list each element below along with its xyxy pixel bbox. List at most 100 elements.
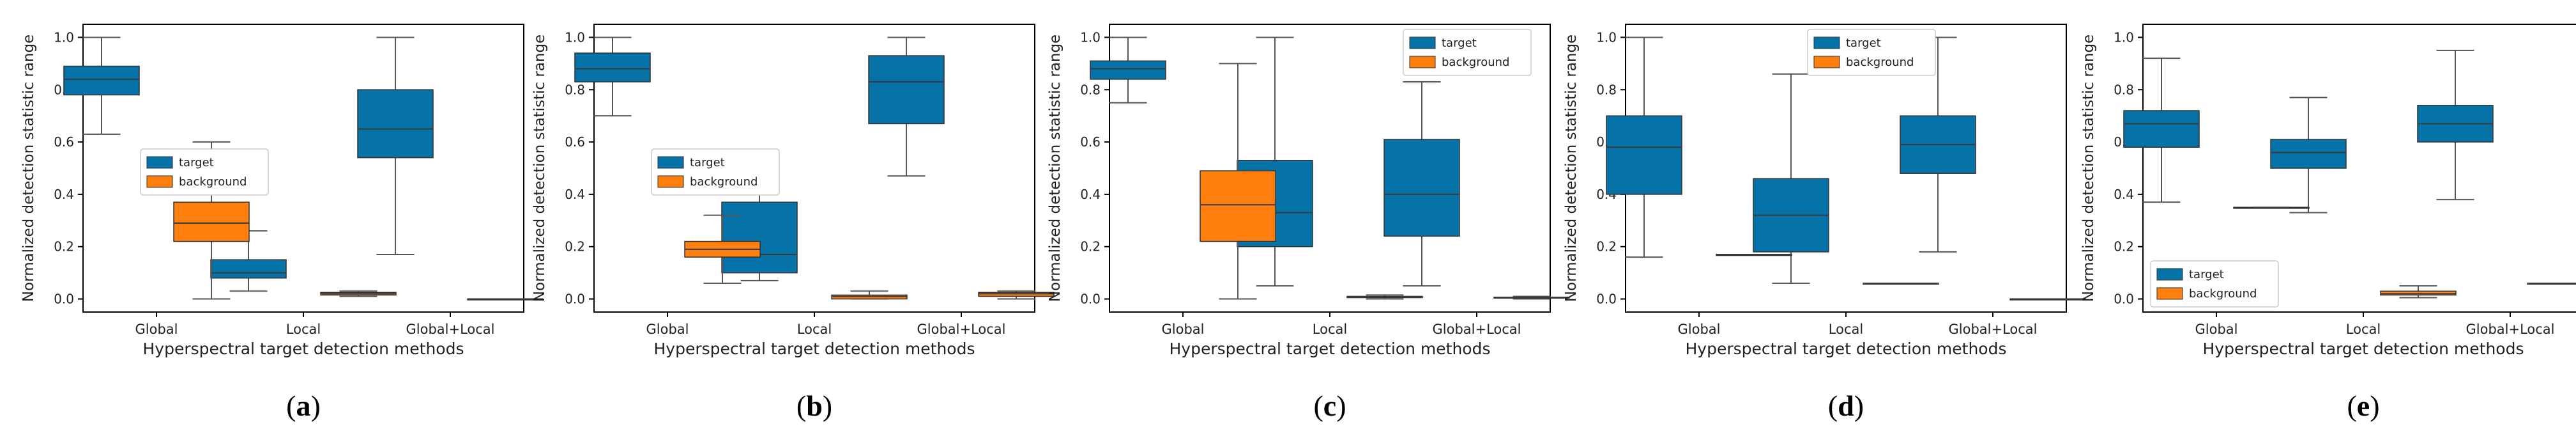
legend-label-background: background bbox=[690, 175, 758, 189]
background-box-1 bbox=[2380, 285, 2457, 299]
y-tick-label: 0.0 bbox=[54, 292, 74, 307]
x-tick-label: Local bbox=[286, 322, 321, 337]
background-box-1 bbox=[1346, 294, 1423, 300]
y-tick-label: 0.8 bbox=[2114, 82, 2134, 97]
target-box-1 bbox=[1753, 73, 1829, 284]
legend: target background bbox=[2150, 260, 2279, 308]
background-box-0 bbox=[684, 214, 761, 284]
legend: target background bbox=[1403, 29, 1532, 76]
chart-panel-b: 0.0 0.2 0.4 0.6 0.8 1.0 Normalized detection s… bbox=[531, 24, 1055, 422]
background-box-2 bbox=[978, 290, 1055, 300]
chart-panel-c: 0.0 0.2 0.4 0.6 0.8 1.0 Normalized detection s… bbox=[1047, 24, 1570, 422]
background-box-1 bbox=[320, 290, 397, 297]
y-tick-label: 0.2 bbox=[2114, 239, 2134, 254]
legend: target background bbox=[140, 148, 269, 196]
panel-caption-letter: c bbox=[1323, 389, 1336, 422]
legend-swatch-background bbox=[2156, 287, 2183, 300]
y-tick-label: 0.8 bbox=[1080, 82, 1101, 97]
y-tick-label: 0.0 bbox=[2114, 292, 2134, 307]
iqr-box bbox=[63, 65, 140, 96]
y-axis-label: Normalized detection statistic range bbox=[2080, 35, 2097, 302]
legend-label-background: background bbox=[1846, 56, 1914, 69]
x-tick-label: Global+Local bbox=[1432, 322, 1521, 337]
iqr-box bbox=[210, 259, 287, 279]
y-tick-label: 0.2 bbox=[565, 239, 585, 254]
y-tick-label: 0.0 bbox=[565, 292, 585, 307]
panel-caption: (c) bbox=[1313, 389, 1346, 422]
x-tick-label: Global bbox=[1162, 322, 1205, 337]
target-box-0 bbox=[63, 36, 140, 135]
y-tick-label: 1.0 bbox=[1596, 29, 1617, 45]
x-axis-label: Hyperspectral target detection methods bbox=[1686, 340, 2007, 358]
background-box-0 bbox=[1200, 63, 1276, 300]
y-tick-label: 0.4 bbox=[1080, 187, 1101, 202]
target-box-2 bbox=[1900, 36, 1976, 253]
background-box-2 bbox=[2009, 298, 2086, 301]
legend-label-target: target bbox=[179, 156, 214, 169]
legend-swatch-target bbox=[146, 156, 173, 169]
y-axis-label: Normalized detection statistic range bbox=[1047, 35, 1063, 302]
x-tick-label: Local bbox=[1313, 322, 1347, 337]
iqr-box bbox=[1606, 115, 1682, 195]
iqr-box bbox=[173, 201, 250, 242]
background-box-1 bbox=[831, 290, 908, 300]
panel-caption-letter: e bbox=[2357, 389, 2370, 422]
iqr-box bbox=[1090, 60, 1166, 80]
legend-label-target: target bbox=[690, 156, 725, 169]
target-box-0 bbox=[1090, 36, 1166, 104]
target-box-0 bbox=[1606, 36, 1682, 258]
target-box-0 bbox=[574, 36, 651, 117]
legend-label-target: target bbox=[1442, 36, 1477, 50]
y-axis-label: Normalized detection statistic range bbox=[1563, 35, 1580, 302]
x-axis-label: Hyperspectral target detection methods bbox=[2203, 340, 2524, 358]
iqr-box bbox=[2270, 139, 2347, 169]
x-axis-label: Hyperspectral target detection methods bbox=[654, 340, 975, 358]
background-box-0 bbox=[2233, 207, 2310, 209]
y-tick-label: 1.0 bbox=[2114, 29, 2134, 45]
iqr-box bbox=[1200, 170, 1276, 242]
y-tick-label: 0.8 bbox=[1596, 82, 1617, 97]
y-tick-label: 0.2 bbox=[54, 239, 74, 254]
y-tick-label: 1.0 bbox=[54, 29, 74, 45]
iqr-box bbox=[2380, 290, 2457, 296]
x-tick-label: Global+Local bbox=[1948, 322, 2037, 337]
x-tick-label: Global bbox=[646, 322, 689, 337]
legend-label-background: background bbox=[179, 175, 247, 189]
background-box-2 bbox=[467, 298, 544, 301]
x-tick-label: Global bbox=[1678, 322, 1721, 337]
legend-swatch-background bbox=[146, 175, 173, 188]
legend-swatch-target bbox=[1409, 36, 1436, 49]
panel-caption-letter: d bbox=[1838, 389, 1854, 422]
x-axis-label: Hyperspectral target detection methods bbox=[143, 340, 464, 358]
target-box-2 bbox=[1383, 81, 1460, 287]
background-box-1 bbox=[1863, 283, 1939, 285]
iqr-box bbox=[721, 201, 798, 274]
y-tick-label: 1.0 bbox=[1080, 29, 1101, 45]
legend-label-background: background bbox=[2189, 287, 2257, 301]
y-tick-label: 0.8 bbox=[565, 82, 585, 97]
y-tick-label: 0.0 bbox=[1080, 292, 1101, 307]
iqr-box bbox=[2123, 110, 2200, 148]
x-tick-label: Local bbox=[797, 322, 832, 337]
background-box-0 bbox=[173, 141, 250, 300]
background-box-2 bbox=[1493, 295, 1570, 300]
legend-swatch-background bbox=[1409, 56, 1436, 68]
legend: target background bbox=[1807, 29, 1936, 76]
iqr-box bbox=[1383, 139, 1460, 237]
legend-label-background: background bbox=[1442, 56, 1509, 69]
target-box-1 bbox=[1237, 36, 1313, 287]
y-tick-label: 0.2 bbox=[1596, 239, 1617, 254]
x-tick-label: Local bbox=[2346, 322, 2381, 337]
legend-swatch-target bbox=[657, 156, 684, 169]
target-box-1 bbox=[2270, 97, 2347, 214]
y-tick-label: 0.4 bbox=[565, 187, 585, 202]
x-tick-label: Local bbox=[1829, 322, 1863, 337]
target-box-1 bbox=[210, 230, 287, 292]
target-box-2 bbox=[868, 36, 945, 177]
iqr-box bbox=[574, 52, 651, 82]
y-tick-label: 1.0 bbox=[565, 29, 585, 45]
panel-caption: (a) bbox=[286, 389, 321, 422]
x-tick-label: Global bbox=[2195, 322, 2238, 337]
x-tick-label: Global+Local bbox=[406, 322, 494, 337]
